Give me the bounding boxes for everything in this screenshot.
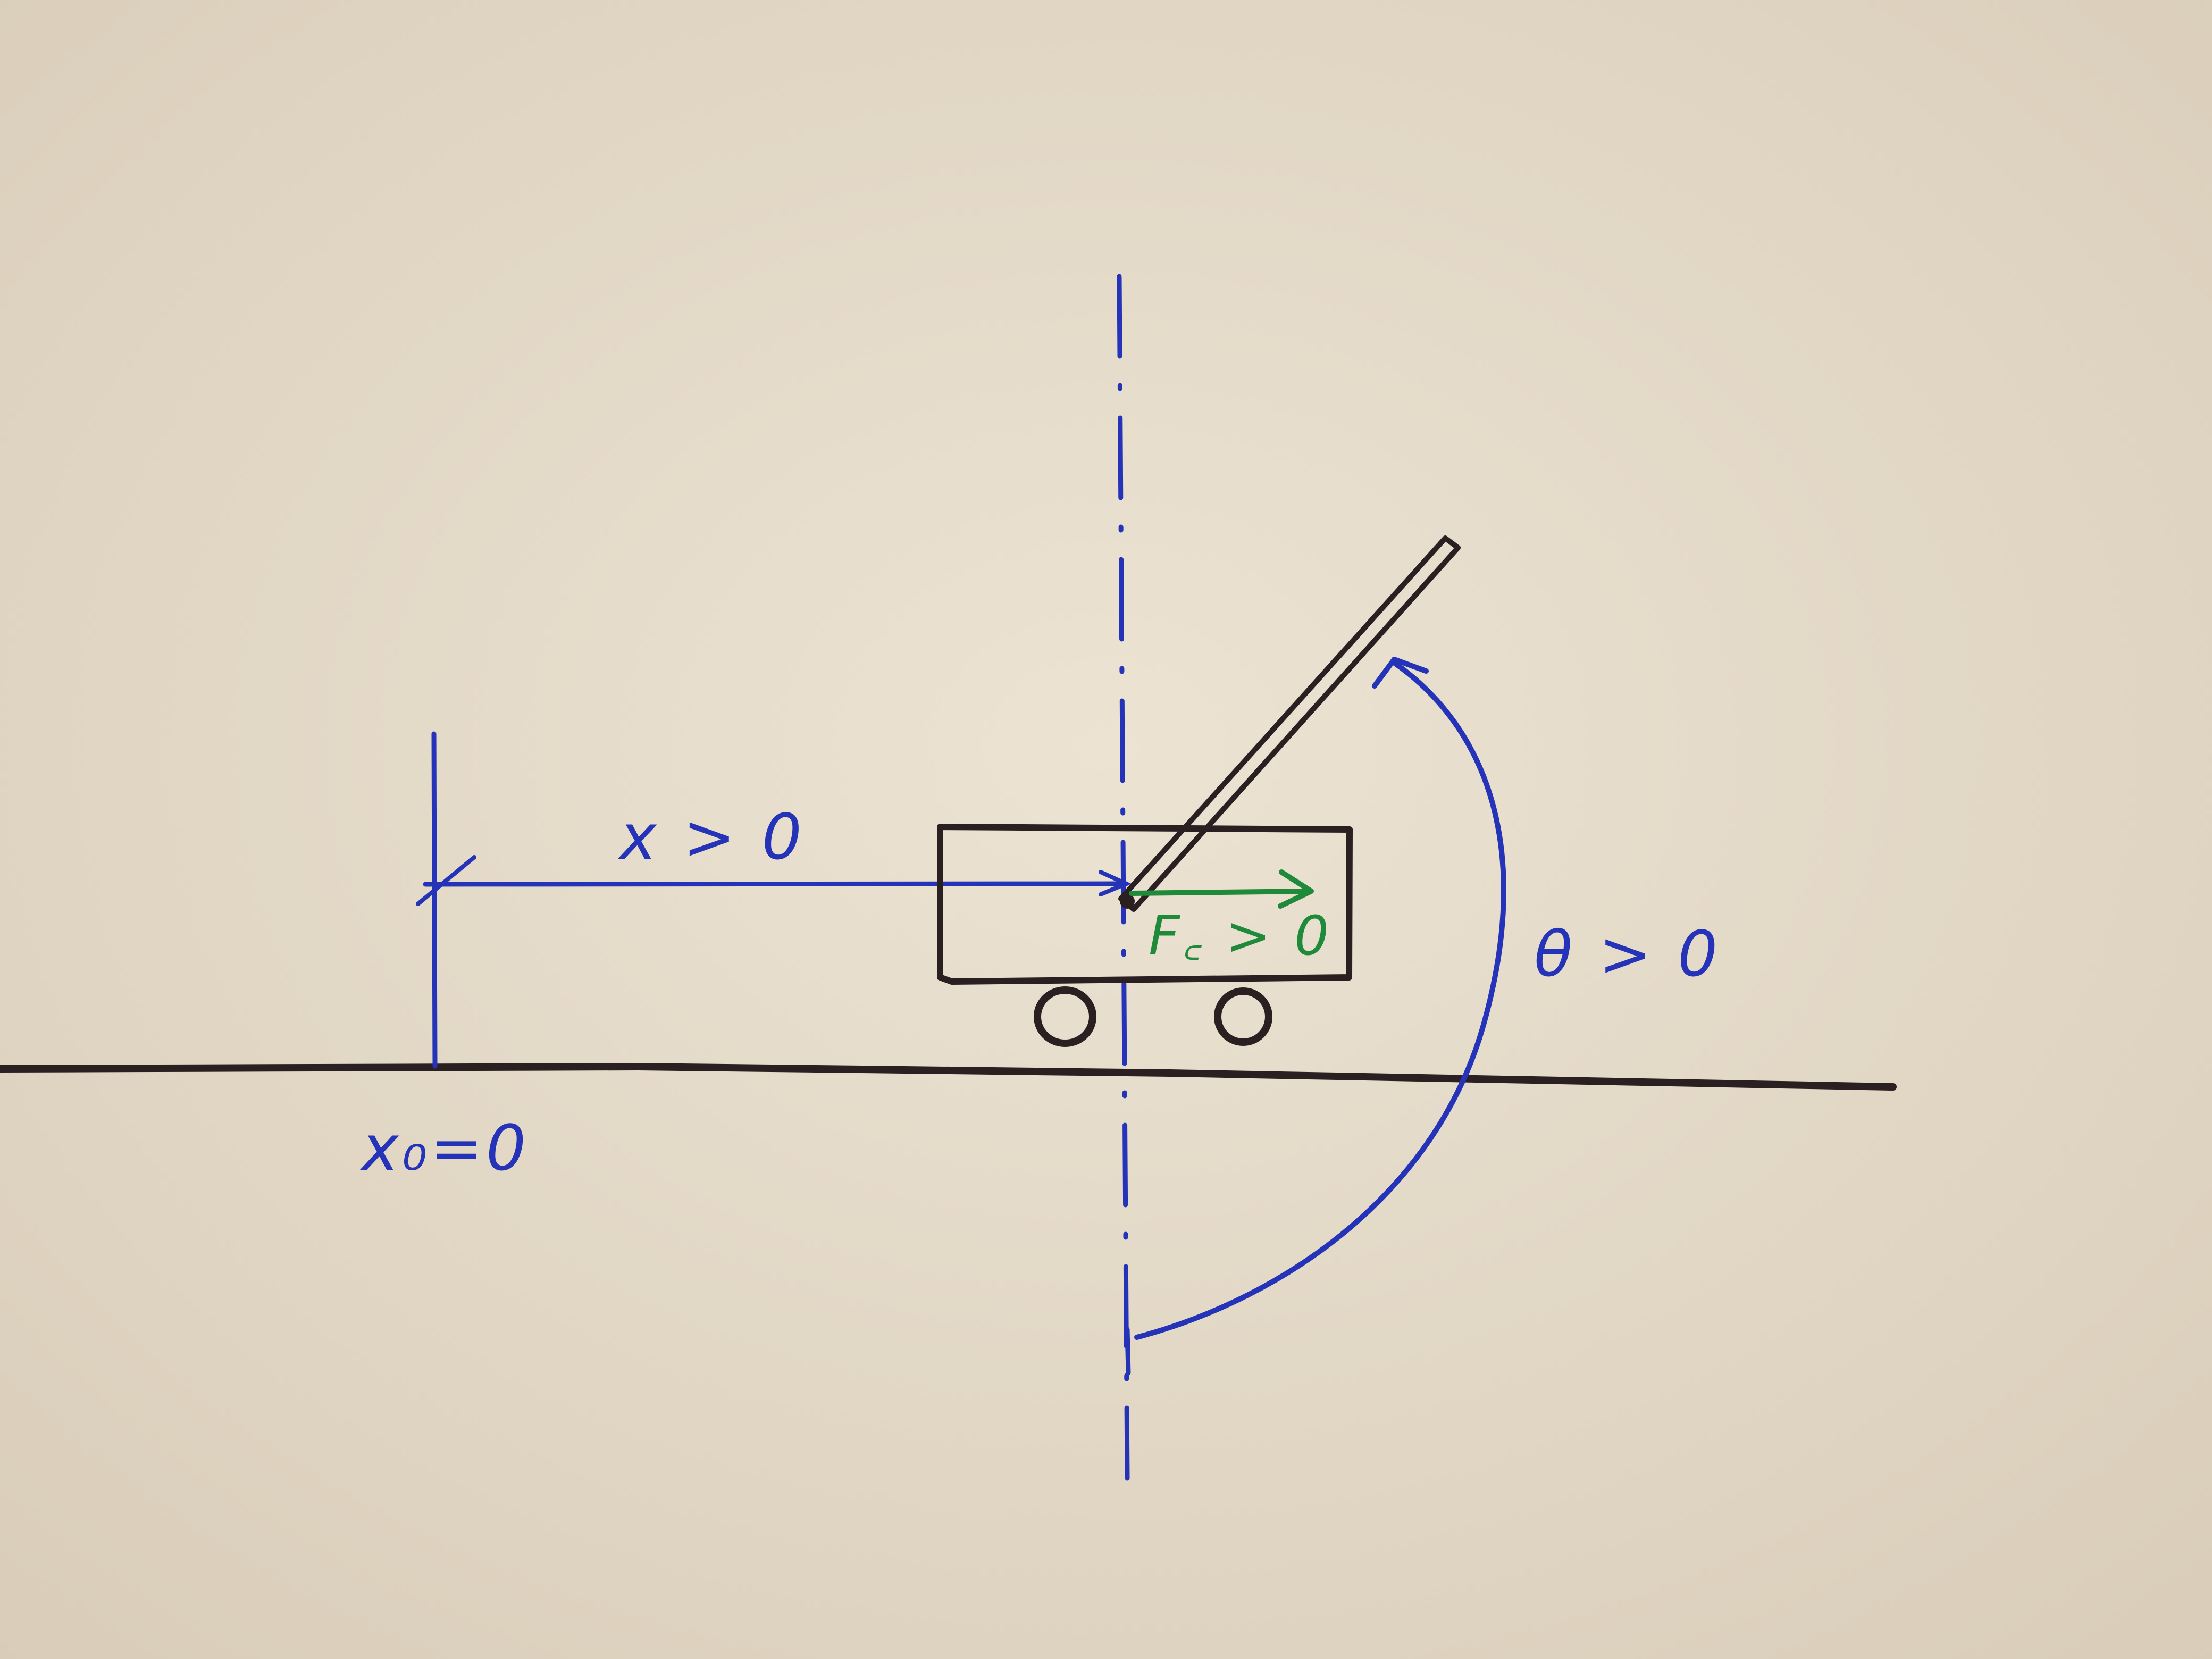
theta-angle-arc (1134, 659, 1506, 1340)
x-dimension-start-tick (416, 855, 476, 906)
force-positive-label: F꜀ > 0 (1149, 904, 1332, 968)
x-positive-label: x > 0 (617, 800, 805, 874)
ground-line (0, 1062, 1897, 1091)
x-dimension-arrowhead (1099, 870, 1132, 896)
cart-right-wheel (1214, 987, 1272, 1046)
force-arrowhead (1278, 869, 1314, 909)
theta-arc-arrowhead (1372, 657, 1429, 689)
origin-marker-line (431, 731, 438, 1069)
cart-left-wheel (1034, 986, 1096, 1047)
theta-positive-label: θ > 0 (1534, 917, 1721, 991)
cart-body (937, 824, 1353, 985)
vertical-reference-line (1117, 274, 1130, 1481)
pole-pivot (1120, 894, 1135, 909)
force-arrow (1129, 889, 1312, 896)
theta-arc-end-tick (1125, 1327, 1131, 1376)
x0-origin-label: x₀=0 (359, 1111, 529, 1185)
